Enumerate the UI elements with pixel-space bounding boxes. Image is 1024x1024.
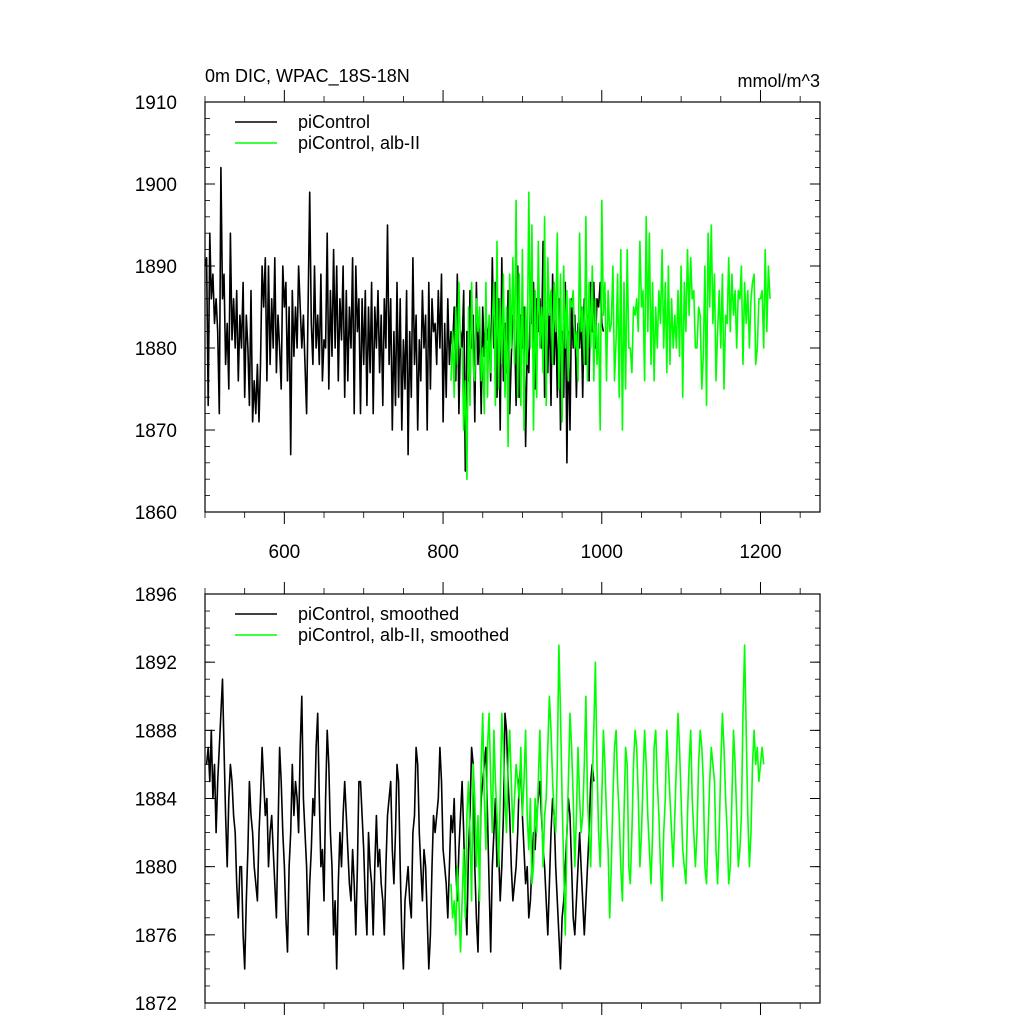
top-panel: 0m DIC, WPAC_18S-18N mmol/m^3 1860 1870 18…	[135, 66, 821, 563]
legend-backing	[232, 623, 552, 641]
series-line-2	[450, 191, 771, 481]
x-tick-label: 600	[269, 542, 301, 563]
x-tick-label: 1000	[581, 542, 623, 563]
y-tick-label: 1890	[135, 257, 177, 278]
legend-label: piControl, alb-II, smoothed	[298, 625, 509, 645]
y-tick-label: 1870	[135, 421, 177, 442]
y-tick-label: 1880	[135, 858, 177, 879]
y-tick-label: 1884	[135, 790, 178, 811]
y-tick-label: 1880	[135, 339, 177, 360]
series-line-2	[450, 644, 765, 953]
series-line-1	[205, 678, 595, 970]
y-tick-label: 1896	[135, 585, 177, 606]
y-tick-label: 1860	[135, 503, 177, 524]
panel-title: 0m DIC, WPAC_18S-18N	[205, 66, 410, 87]
legend-backing	[232, 110, 552, 128]
units-label: mmol/m^3	[738, 71, 820, 91]
legend-label: piControl	[298, 112, 370, 132]
bottom-panel: 1872 1876 1880 1884 1888 1892 1896 piControl, s…	[135, 582, 821, 1015]
x-tick-label: 800	[427, 542, 459, 563]
y-tick-label: 1900	[135, 175, 177, 196]
y-tick-label: 1888	[135, 721, 177, 742]
x-tick-label: 1200	[739, 542, 781, 563]
legend-label: piControl, alb-II	[298, 133, 420, 153]
y-tick-label: 1872	[135, 994, 177, 1015]
legend-backing	[232, 602, 552, 620]
y-tick-label: 1876	[135, 926, 177, 947]
legend-label: piControl, smoothed	[298, 604, 459, 624]
plot-frame	[204, 101, 821, 513]
y-tick-label: 1892	[135, 653, 177, 674]
legend-backing	[232, 131, 552, 149]
y-tick-label: 1910	[135, 93, 177, 114]
